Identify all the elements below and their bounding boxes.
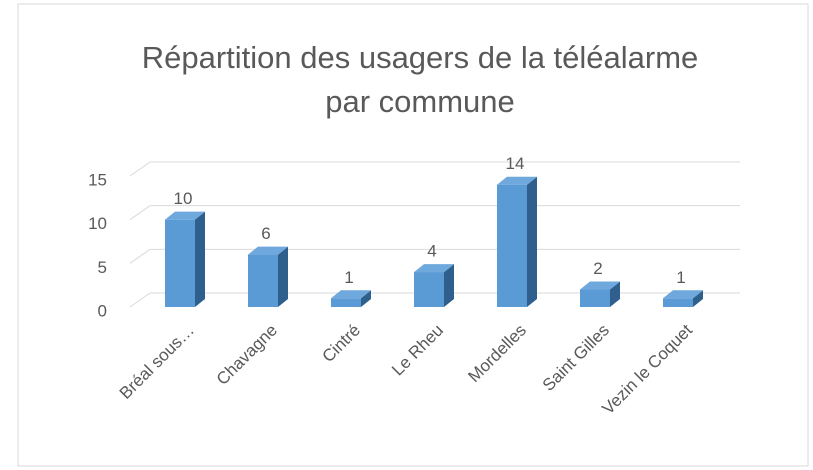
data-label: 1 xyxy=(344,268,353,287)
chart-frame xyxy=(17,3,809,467)
bar-top xyxy=(414,264,454,273)
bar-side xyxy=(444,264,454,307)
y-tick-label: 5 xyxy=(98,258,107,277)
bar-top xyxy=(165,211,205,220)
bar xyxy=(580,289,610,307)
chart-title: par commune xyxy=(325,84,515,119)
bar-top xyxy=(663,290,703,299)
bar xyxy=(331,298,361,307)
data-label: 2 xyxy=(593,259,602,278)
bar-top xyxy=(497,176,537,185)
bar-top xyxy=(248,246,288,255)
data-label: 4 xyxy=(427,242,436,261)
bar xyxy=(248,254,278,307)
data-label: 14 xyxy=(506,154,525,173)
y-tick-label: 10 xyxy=(88,214,107,233)
data-label: 10 xyxy=(174,189,193,208)
chart-title: Répartition des usagers de la téléalarme xyxy=(142,40,699,75)
bar-side xyxy=(693,290,703,307)
grid-line xyxy=(129,248,151,264)
bar-side xyxy=(527,176,537,307)
grid-line xyxy=(129,205,151,221)
bar-top xyxy=(580,281,620,290)
bar xyxy=(497,184,527,307)
bar-side xyxy=(195,211,205,307)
bar-top xyxy=(331,290,371,299)
bar-side xyxy=(278,246,288,307)
y-tick-label: 15 xyxy=(88,170,107,189)
bar-side xyxy=(610,281,620,307)
bar-side xyxy=(361,290,371,307)
grid-line xyxy=(129,161,151,177)
data-label: 1 xyxy=(676,268,685,287)
data-label: 6 xyxy=(261,224,270,243)
grid-line xyxy=(129,292,151,308)
bar xyxy=(165,219,195,307)
bar xyxy=(663,298,693,307)
y-tick-label: 0 xyxy=(98,301,107,320)
bar xyxy=(414,272,444,307)
